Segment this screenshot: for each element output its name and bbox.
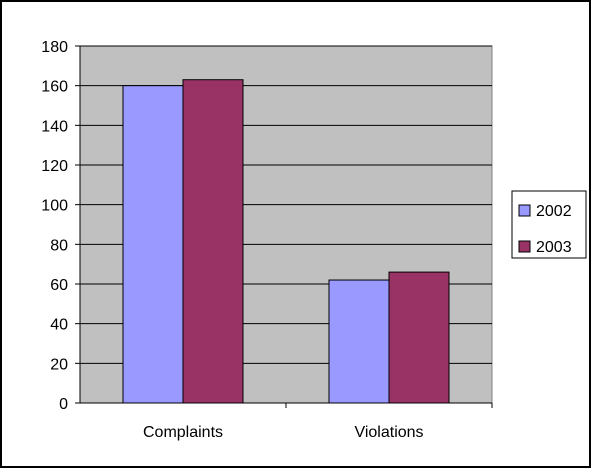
y-tick-label: 80 xyxy=(50,237,68,254)
bars xyxy=(122,79,450,404)
y-tick-label: 180 xyxy=(41,39,68,56)
y-tick-label: 140 xyxy=(41,118,68,135)
legend-swatch-2003 xyxy=(518,240,531,253)
bar-complaints-2002 xyxy=(122,85,184,404)
y-tick-label: 100 xyxy=(41,198,68,215)
y-tick-label: 40 xyxy=(50,317,68,334)
bar-complaints-2003 xyxy=(182,79,244,404)
y-tick-label: 60 xyxy=(50,277,68,294)
legend-label: 2002 xyxy=(536,203,572,220)
legend-swatch-2002 xyxy=(518,204,531,217)
legend-label: 2003 xyxy=(536,239,572,256)
y-tick-label: 120 xyxy=(41,158,68,175)
legend: 2002 2003 xyxy=(511,190,587,259)
bar-violations-2002 xyxy=(328,279,390,404)
bar-violations-2003 xyxy=(388,271,450,404)
y-tick-label: 0 xyxy=(59,396,68,413)
x-category-label: Violations xyxy=(354,424,423,441)
axes: 0 20 40 60 80 100 120 140 160 180 Complaints Violat… xyxy=(41,39,493,441)
y-tick-label: 160 xyxy=(41,79,68,96)
y-tick-label: 20 xyxy=(50,356,68,373)
x-category-label: Complaints xyxy=(143,424,223,441)
